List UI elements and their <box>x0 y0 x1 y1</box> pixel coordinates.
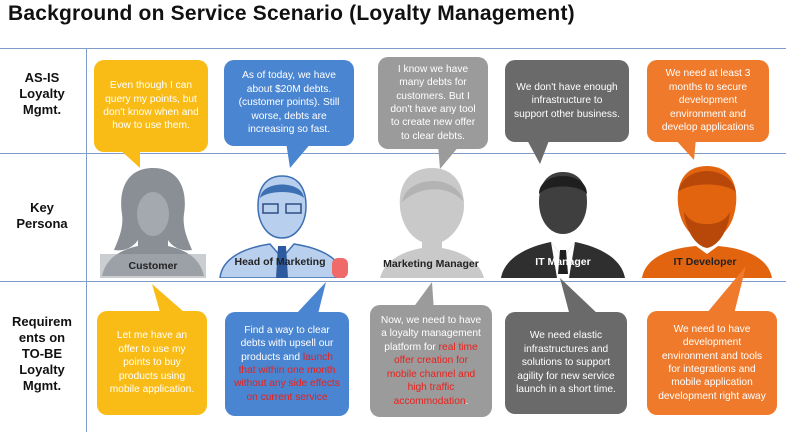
tobe-text-mm-end: . <box>465 395 469 407</box>
asis-tail-it-developer <box>674 138 696 160</box>
tobe-tail-it-manager <box>560 278 600 316</box>
row-label-asis: AS-IS Loyalty Mgmt. <box>19 70 65 117</box>
asis-bubble-marketing-manager: I know we have many debts for customers.… <box>378 57 488 149</box>
asis-tail-head-of-marketing <box>286 142 312 168</box>
tobe-bubble-customer: Let me have an offer to use my points to… <box>97 311 207 415</box>
divider-persona <box>0 281 786 282</box>
persona-label-it-developer: IT Developer <box>673 256 737 268</box>
asis-text-marketing-manager: I know we have many debts for customers.… <box>390 63 476 142</box>
it-manager-figure <box>501 172 625 278</box>
asis-text-customer: Even though I can query my points, but d… <box>103 80 199 132</box>
divider-vertical <box>86 48 87 432</box>
divider-asis <box>0 153 786 154</box>
tobe-text-mm-highlight: real time offer creation for mobile chan… <box>386 341 478 407</box>
tobe-bubble-marketing-manager: Now, we need to have a loyalty managemen… <box>370 305 492 417</box>
asis-text-it-manager: We don't have enough infrastructure to s… <box>514 81 620 120</box>
row-label-tobe: Requirem ents on TO-BE Loyalty Mgmt. <box>12 314 72 393</box>
persona-label-it-manager: IT Manager <box>535 256 591 268</box>
tobe-text-hom-highlight: launch that within one month without any… <box>234 351 340 403</box>
asis-tail-customer <box>118 148 140 168</box>
asis-bubble-it-manager: We don't have enough infrastructure to s… <box>505 60 629 142</box>
tobe-bubble-it-developer: We need to have development environment … <box>647 311 777 415</box>
row-label-persona: Key Persona <box>16 200 68 231</box>
tobe-tail-head-of-marketing <box>296 282 326 314</box>
asis-text-it-developer: We need at least 3 months to secure deve… <box>661 68 755 134</box>
tobe-text-marketing-manager: Now, we need to have a loyalty managemen… <box>379 314 483 408</box>
tobe-text-customer: Let me have an offer to use my points to… <box>109 330 195 396</box>
divider-top <box>0 48 786 49</box>
persona-label-head-of-marketing: Head of Marketing <box>234 256 326 268</box>
persona-label-customer: Customer <box>128 260 178 272</box>
asis-bubble-it-developer: We need at least 3 months to secure deve… <box>647 60 769 142</box>
customer-figure <box>100 168 206 278</box>
asis-text-head-of-marketing: As of today, we have about $20M debts. (… <box>238 70 340 136</box>
asis-bubble-head-of-marketing: As of today, we have about $20M debts. (… <box>224 60 354 146</box>
tobe-bubble-it-manager: We need elastic infrastructures and solu… <box>505 312 627 414</box>
page-title: Background on Service Scenario (Loyalty … <box>8 2 575 25</box>
tobe-text-it-developer: We need to have development environment … <box>658 323 766 402</box>
tobe-tail-marketing-manager <box>410 282 434 312</box>
marketing-manager-figure <box>380 168 484 278</box>
head-of-marketing-figure <box>219 175 348 278</box>
asis-bubble-customer: Even though I can query my points, but d… <box>94 60 208 152</box>
tobe-bubble-head-of-marketing: Find a way to clear debts with upsell ou… <box>225 312 349 416</box>
tobe-text-it-manager: We need elastic infrastructures and solu… <box>516 330 616 396</box>
tobe-tail-customer <box>152 284 184 312</box>
tobe-text-head-of-marketing: Find a way to clear debts with upsell ou… <box>234 324 340 404</box>
persona-label-marketing-manager: Marketing Manager <box>383 258 479 270</box>
it-developer-figure <box>642 166 772 278</box>
asis-tail-marketing-manager <box>438 145 460 169</box>
tobe-text-mm-plain: Now, we need to have a loyalty managemen… <box>380 315 482 353</box>
asis-tail-it-manager <box>526 138 550 164</box>
tobe-tail-it-developer <box>706 266 746 314</box>
tobe-text-hom-plain: Find a way to clear debts with upsell ou… <box>240 324 334 363</box>
